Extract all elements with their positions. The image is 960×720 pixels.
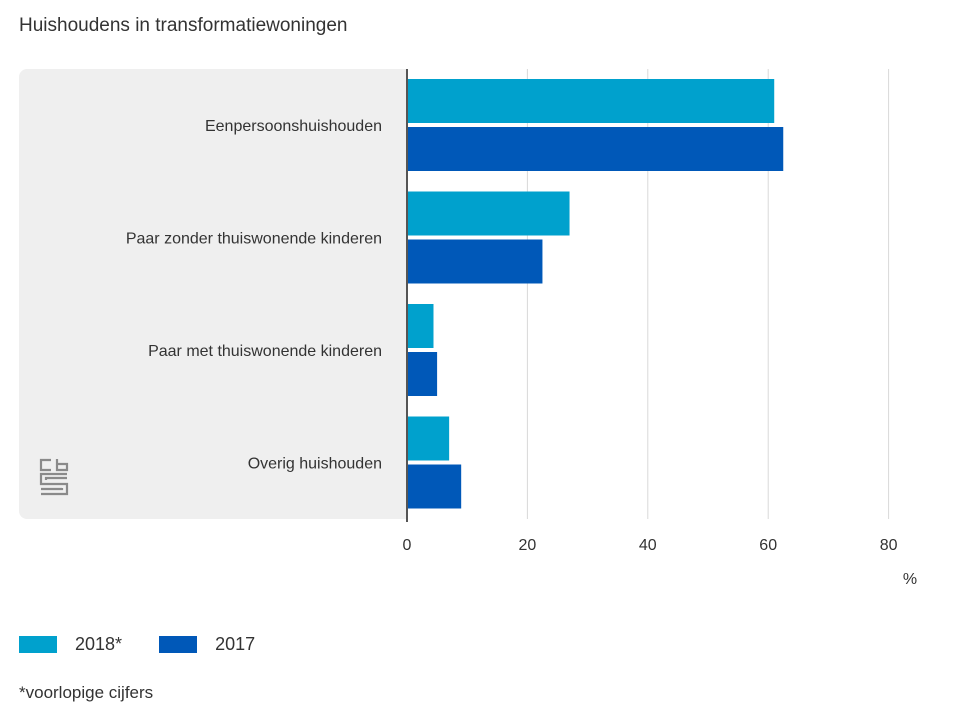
cbs-logo-icon [38, 458, 70, 505]
category-label-2: Paar zonder thuiswonende kinderen [126, 231, 382, 248]
legend-label-2017: 2017 [215, 634, 256, 654]
legend-item-2017[interactable]: 2017 [159, 634, 255, 655]
chart-title: Huishoudens in transformatiewoningen [19, 15, 348, 36]
x-tick-label-0: 0 [403, 537, 412, 554]
legend-label-2018: 2018* [75, 634, 123, 654]
bar-2017-2[interactable] [407, 239, 543, 284]
x-axis-unit-label: % [903, 571, 917, 588]
bars [407, 79, 784, 509]
legend-item-2018[interactable]: 2018* [19, 634, 122, 655]
bar-chart: 0 20 40 60 80% Eenpersoonshuishouden Paar zon… [126, 69, 917, 588]
category-label-1: Eenpersoonshuishouden [205, 118, 382, 135]
category-labels: Eenpersoonshuishouden Paar zonder thuiswo… [126, 118, 382, 473]
category-label-4: Overig huishouden [248, 456, 382, 473]
legend: 2018* 2017 [19, 634, 292, 655]
x-tick-label-40: 40 [639, 537, 657, 554]
bar-2017-1[interactable] [407, 127, 784, 171]
axis: 0 20 40 60 80% [403, 69, 917, 588]
bar-2018-1[interactable] [407, 79, 775, 123]
x-tick-label-80: 80 [880, 537, 898, 554]
category-label-3: Paar met thuiswonende kinderen [148, 343, 382, 360]
x-tick-label-20: 20 [519, 537, 537, 554]
bar-2017-4[interactable] [407, 464, 462, 509]
legend-swatch-2018 [19, 636, 57, 653]
legend-swatch-2017 [159, 636, 198, 653]
category-label-panel [19, 69, 406, 519]
bar-2018-4[interactable] [407, 416, 450, 461]
bar-2017-3[interactable] [407, 352, 438, 396]
footnote: *voorlopige cijfers [19, 683, 154, 702]
x-tick-label-60: 60 [759, 537, 777, 554]
bar-2018-2[interactable] [407, 191, 570, 236]
bar-2018-3[interactable] [407, 304, 434, 348]
